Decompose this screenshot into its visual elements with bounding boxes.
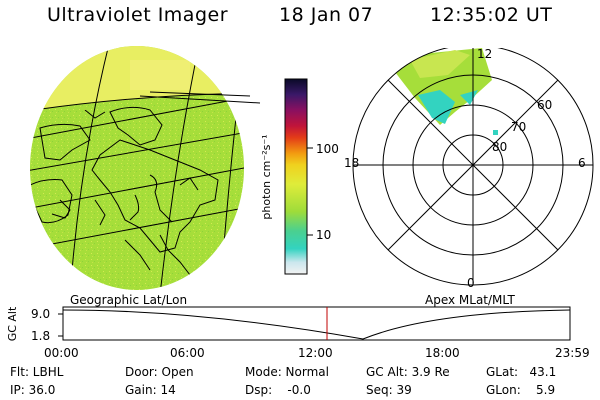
seq-status: Seq: 39 (366, 383, 412, 397)
right-panel-caption: Apex MLat/MLT (425, 293, 515, 307)
mlt-label-18: 18 (344, 156, 360, 170)
ip-status: IP: 36.0 (10, 383, 56, 397)
gc-alt-status: GC Alt: 3.9 Re (366, 365, 450, 379)
time-tick-1800: 18:00 (425, 346, 460, 360)
time-tick-0000: 00:00 (44, 346, 79, 360)
date-label: 18 Jan 07 (279, 4, 374, 26)
lat-label-80: 80 (492, 140, 508, 154)
mlt-label-12: 12 (477, 47, 493, 61)
door-status: Door: Open (125, 365, 194, 379)
time-tick-1200: 12:00 (298, 346, 333, 360)
geographic-image (30, 46, 261, 290)
time-label: 12:35:02 UT (430, 4, 553, 26)
colorbar-unit-label: photon cm⁻²s⁻¹ (262, 134, 273, 219)
polar-plot (352, 48, 594, 286)
glon-status: GLon: 5.9 (486, 383, 556, 397)
lat-label-60: 60 (537, 98, 553, 112)
time-tick-2359: 23:59 (555, 346, 590, 360)
altitude-timeline: GC Alt (6, 306, 571, 341)
time-tick-0600: 06:00 (170, 346, 205, 360)
mlt-label-6: 6 (578, 156, 586, 170)
lat-label-70: 70 (511, 120, 527, 134)
mode-status: Mode: Normal (245, 365, 329, 379)
altitude-tick-1-8: 1.8 (31, 329, 51, 343)
dsp-status: Dsp: -0.0 (245, 383, 311, 397)
glat-status: GLat: 43.1 (486, 365, 557, 379)
left-panel-caption: Geographic Lat/Lon (70, 293, 188, 307)
altitude-axis-label: GC Alt (6, 306, 19, 341)
instrument-title: Ultraviolet Imager (47, 4, 229, 26)
colorbar: photon cm⁻²s⁻¹ (262, 78, 313, 275)
filter-status: Flt: LBHL (10, 365, 64, 379)
altitude-tick-9: 9.0 (31, 307, 51, 321)
colorbar-tick-10: 10 (316, 228, 332, 242)
colorbar-tick-100: 100 (316, 142, 339, 156)
mlt-label-0: 0 (467, 276, 475, 290)
gain-status: Gain: 14 (125, 383, 176, 397)
